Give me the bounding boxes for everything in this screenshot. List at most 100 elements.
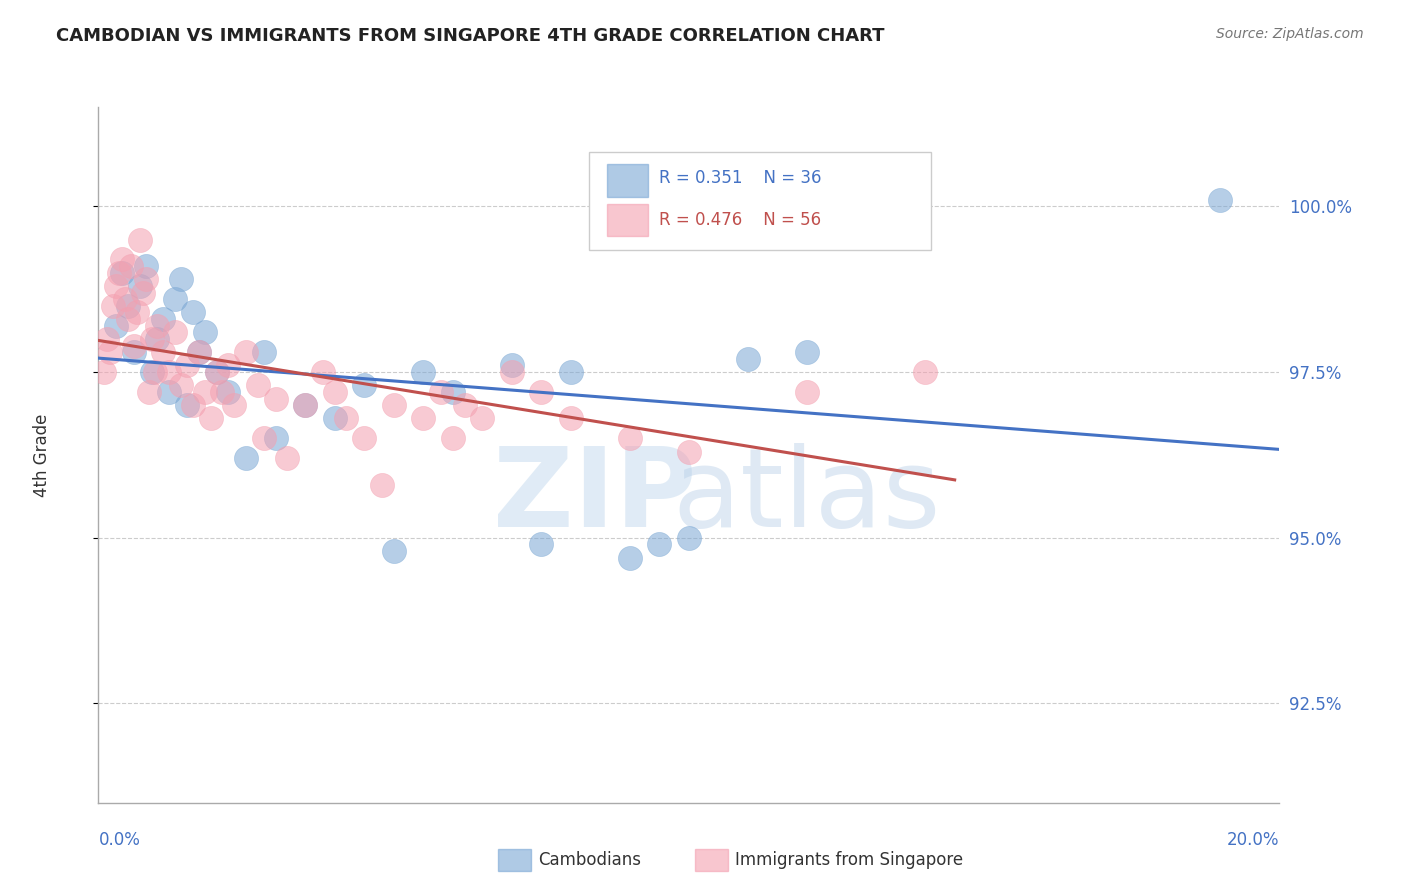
Point [205,365,228,379]
Point [217,359,239,373]
Point [501,365,523,379]
Text: 4th Grade: 4th Grade [34,413,51,497]
Point [217,384,239,399]
Point [205,365,228,379]
Point [678,531,700,545]
Point [560,411,582,425]
Point [501,359,523,373]
Point [165,326,187,340]
Point [323,384,346,399]
Point [138,384,160,399]
Point [117,312,139,326]
Point [157,384,180,399]
Point [335,411,357,425]
Point [412,365,434,379]
Point [152,345,174,359]
Point [211,384,233,399]
Point [619,550,641,565]
Point [796,384,818,399]
Point [371,477,394,491]
Point [235,451,257,466]
Point [530,537,553,551]
Point [253,345,276,359]
Point [1209,193,1232,207]
Point [111,266,134,280]
Point [141,365,163,379]
Point [453,398,475,412]
Point [141,332,163,346]
Point [264,431,287,445]
FancyBboxPatch shape [589,153,931,250]
Point [165,292,187,306]
Point [200,411,222,425]
Point [914,365,936,379]
Point [560,365,582,379]
Point [122,345,145,359]
FancyBboxPatch shape [607,203,648,236]
Point [103,299,125,313]
Point [648,537,671,551]
Text: CAMBODIAN VS IMMIGRANTS FROM SINGAPORE 4TH GRADE CORRELATION CHART: CAMBODIAN VS IMMIGRANTS FROM SINGAPORE 4… [56,27,884,45]
Text: 20.0%: 20.0% [1227,830,1279,848]
Text: atlas: atlas [673,443,941,550]
Point [105,318,128,333]
Point [187,345,209,359]
Point [796,345,818,359]
Point [135,259,157,273]
Point [176,359,198,373]
Point [276,451,298,466]
Point [152,312,174,326]
Point [176,398,198,412]
Point [382,398,405,412]
Point [111,252,134,267]
Point [122,338,145,352]
Text: Source: ZipAtlas.com: Source: ZipAtlas.com [1216,27,1364,41]
Point [323,411,346,425]
Point [135,272,157,286]
Point [530,384,553,399]
FancyBboxPatch shape [607,164,648,197]
Point [224,398,246,412]
Point [294,398,316,412]
Text: 0.0%: 0.0% [98,830,141,848]
Text: Immigrants from Singapore: Immigrants from Singapore [735,851,963,869]
Point [181,305,204,319]
Point [93,365,115,379]
Point [128,279,150,293]
Point [194,326,217,340]
Point [737,351,759,366]
Text: R = 0.476    N = 56: R = 0.476 N = 56 [659,211,821,228]
Point [430,384,453,399]
Point [353,431,375,445]
Point [146,318,169,333]
Point [181,398,204,412]
Point [194,384,217,399]
Point [294,398,316,412]
Point [264,392,287,406]
Point [441,384,464,399]
Point [412,411,434,425]
Point [146,332,169,346]
Point [170,272,193,286]
Point [235,345,257,359]
Point [170,378,193,392]
Point [120,259,142,273]
Point [98,345,121,359]
Point [157,365,180,379]
Point [246,378,269,392]
Point [132,285,155,300]
Point [96,332,118,346]
Point [471,411,494,425]
Point [128,233,150,247]
Text: ZIP: ZIP [492,443,696,550]
Point [143,365,166,379]
Point [382,544,405,558]
Point [678,444,700,458]
Point [353,378,375,392]
Text: R = 0.351    N = 36: R = 0.351 N = 36 [659,169,823,187]
Text: Cambodians: Cambodians [538,851,641,869]
Point [441,431,464,445]
Point [117,299,139,313]
Point [114,292,136,306]
Point [312,365,335,379]
